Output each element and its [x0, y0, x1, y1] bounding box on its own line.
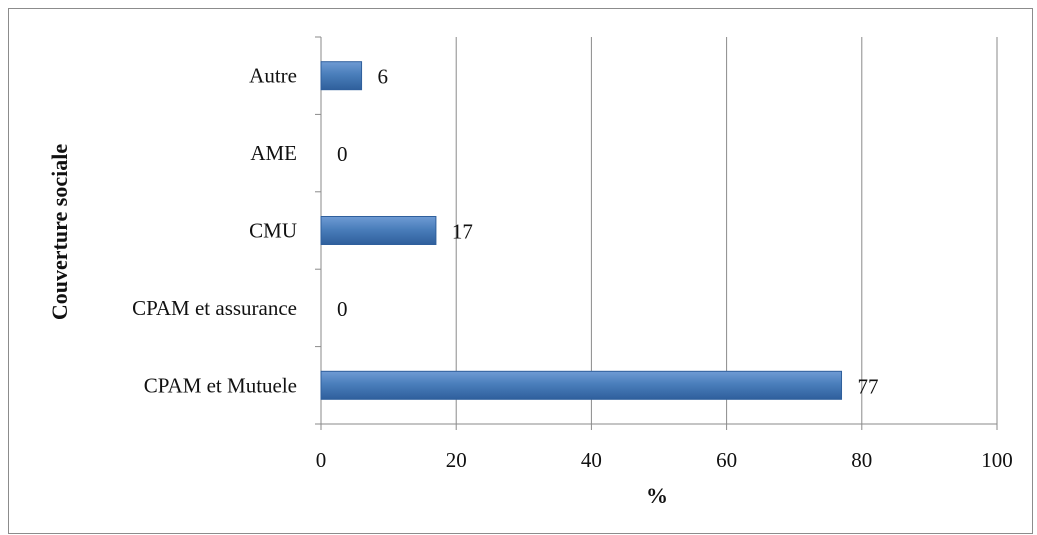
category-label: CPAM et Mutuele	[144, 373, 297, 397]
category-label: CMU	[249, 219, 297, 243]
category-label: AME	[250, 141, 297, 165]
category-label: Autre	[249, 64, 297, 88]
data-label: 77	[858, 374, 879, 398]
x-tick-label: 0	[316, 448, 327, 472]
data-label: 17	[452, 220, 473, 244]
bar	[320, 216, 437, 245]
data-label: 0	[337, 142, 348, 166]
bar	[320, 370, 843, 400]
y-axis-title: Couverture sociale	[47, 144, 72, 320]
x-tick-label: 20	[446, 448, 467, 472]
x-tick-label: 100	[981, 448, 1013, 472]
x-tick-label: 80	[851, 448, 872, 472]
gridlines	[455, 37, 998, 424]
category-label: CPAM et assurance	[132, 296, 297, 320]
data-label: 0	[337, 297, 348, 321]
data-label: 6	[378, 65, 389, 89]
x-tick-label: 60	[716, 448, 737, 472]
bar	[320, 61, 363, 91]
x-axis-title: %	[646, 483, 668, 508]
x-tick-label: 40	[581, 448, 602, 472]
bars	[320, 61, 843, 400]
